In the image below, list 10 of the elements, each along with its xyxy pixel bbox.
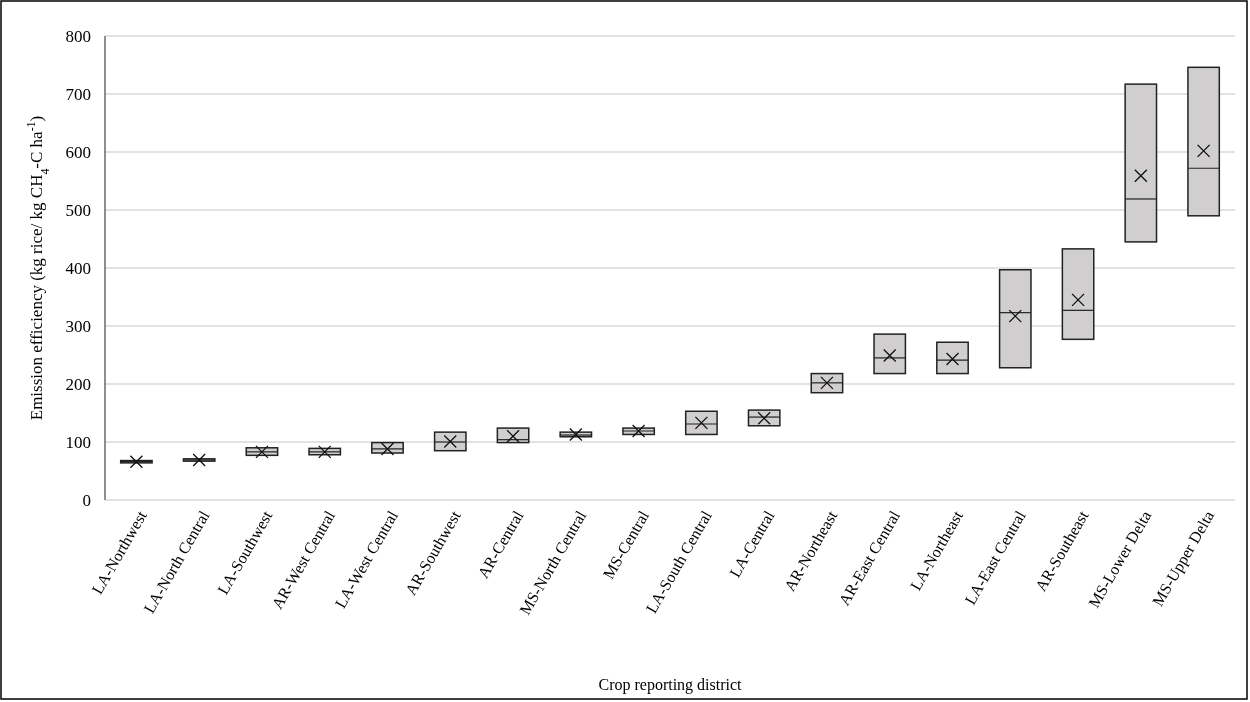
y-tick-label: 600 [65, 142, 91, 162]
y-tick-label: 400 [65, 258, 91, 278]
y-tick-label: 200 [65, 374, 91, 394]
y-tick-label: 500 [65, 200, 91, 220]
y-tick-label: 800 [65, 26, 91, 46]
x-axis-title: Crop reporting district [598, 676, 743, 694]
y-tick-label: 0 [82, 490, 91, 510]
y-tick-label: 300 [65, 316, 91, 336]
y-tick-label: 100 [65, 432, 91, 452]
y-tick-label: 700 [65, 84, 91, 104]
